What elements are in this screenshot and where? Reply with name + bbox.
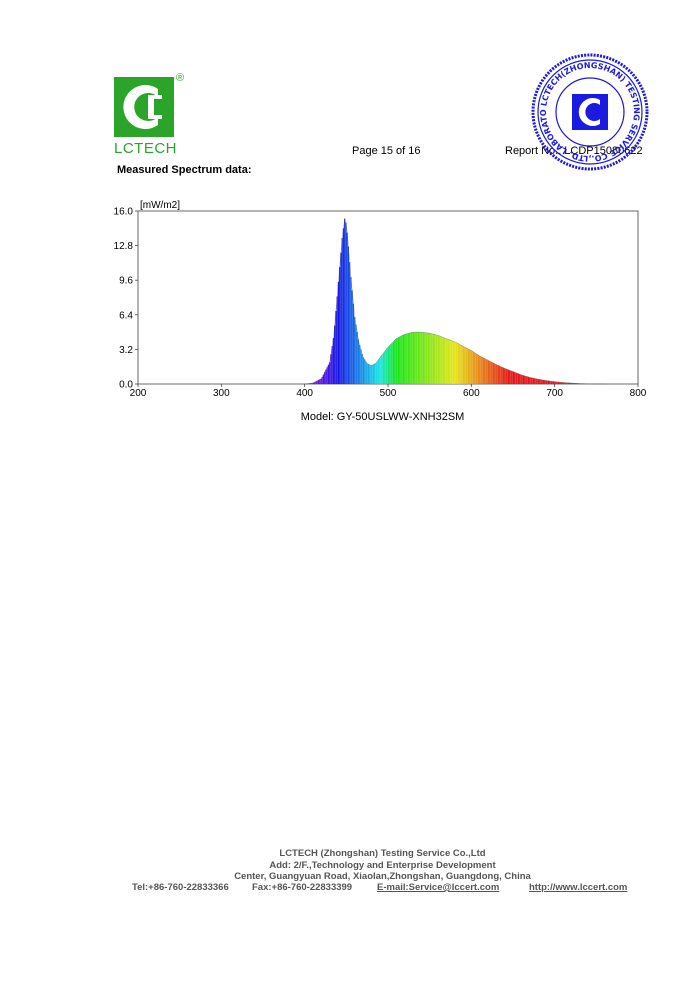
footer-company: LCTECH (Zhongshan) Testing Service Co.,L… — [279, 848, 486, 859]
x-tick-label: 300 — [213, 388, 230, 399]
footer-address-block: LCTECH (Zhongshan) Testing Service Co.,L… — [0, 848, 700, 883]
footer-address-line-2: Center, Guangyuan Road, Xiaolan,Zhongsha… — [234, 871, 531, 882]
y-tick-label: 0.0 — [119, 380, 133, 391]
spectrum-chart: 200 300 400 500 600 700 800 0.0 3.2 6.4 9.6 12.8 16.… — [114, 200, 647, 399]
y-tick-label: 12.8 — [114, 241, 134, 252]
page-number: Page 15 of 16 — [352, 145, 421, 157]
x-tick-label: 800 — [630, 388, 647, 399]
x-tick-label: 700 — [546, 388, 563, 399]
footer-fax: Fax:+86-760-22833399 — [252, 882, 353, 893]
y-axis-unit-label: [mW/m2] — [140, 200, 180, 211]
y-tick-label: 3.2 — [119, 345, 133, 356]
lctech-logo-icon — [114, 77, 174, 137]
footer-website-link[interactable]: http://www.lccert.com — [529, 882, 628, 893]
y-tick-label: 16.0 — [114, 207, 134, 218]
y-tick-label: 9.6 — [119, 276, 133, 287]
logo-text: LCTECH — [114, 140, 178, 157]
spectrum-outline — [304, 218, 605, 385]
registered-mark: ® — [176, 72, 185, 84]
footer-email-link[interactable]: E-mail:Service@lccert.com — [377, 882, 500, 893]
model-caption: Model: GY-50USLWW-XNH32SM — [300, 411, 465, 423]
section-title: Measured Spectrum data: — [117, 164, 252, 176]
footer-tel: Tel:+86-760-22833366 — [132, 882, 229, 893]
company-seal-stamp: LCTECH(ZHONGSHAN) TESTING SERVICE CO.,LT… — [530, 52, 649, 171]
report-number: Report No.: LCDP15080622 — [505, 145, 643, 157]
footer-contact-row: Tel:+86-760-22833366 Fax:+86-760-2283339… — [132, 882, 627, 937]
x-tick-label: 500 — [380, 388, 397, 399]
footer-address-line-1: Add: 2/F.,Technology and Enterprise Deve… — [269, 859, 496, 871]
x-tick-label: 200 — [130, 388, 147, 399]
x-tick-label: 600 — [463, 388, 480, 399]
x-tick-label: 400 — [296, 388, 313, 399]
y-tick-label: 6.4 — [119, 310, 133, 321]
